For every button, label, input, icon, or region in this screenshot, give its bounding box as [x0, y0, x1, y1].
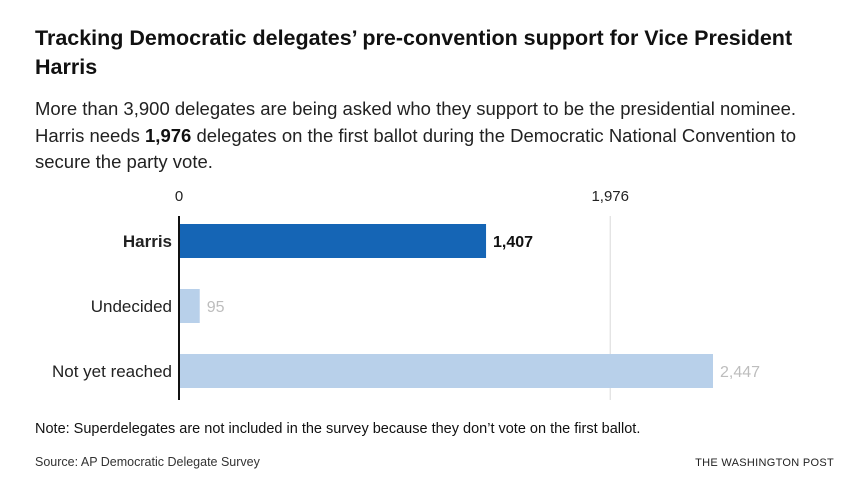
subtitle-highlight-number: 1,976 [145, 124, 192, 146]
value-label: 2,447 [720, 364, 760, 381]
value-label: 1,407 [493, 234, 533, 251]
chart-note: Note: Superdelegates are not included in… [35, 421, 641, 437]
subtitle-text-end: delegates on the first ballot during the… [35, 124, 796, 173]
publisher-credit: THE WASHINGTON POST [695, 457, 834, 469]
chart-source: Source: AP Democratic Delegate Survey [35, 455, 260, 469]
bar-not-yet-reached [179, 354, 713, 388]
x-tick-label: 0 [175, 188, 183, 205]
chart-subtitle: More than 3,900 delegates are being aske… [35, 96, 835, 176]
x-tick-label: 1,976 [591, 188, 629, 205]
chart-title: Tracking Democratic delegates’ pre-conve… [35, 26, 793, 79]
subtitle-text-start: More than 3,900 delegates are being aske… [35, 98, 797, 146]
category-label: Not yet reached [52, 362, 172, 381]
bar-undecided [179, 289, 200, 323]
category-label: Undecided [91, 297, 172, 316]
bar-harris [179, 224, 487, 258]
value-label: 95 [207, 299, 225, 316]
bar-chart: 0 1,976 Harris 1,407 Undecided 95 Not yet reac… [52, 188, 760, 400]
category-label: Harris [123, 232, 172, 251]
